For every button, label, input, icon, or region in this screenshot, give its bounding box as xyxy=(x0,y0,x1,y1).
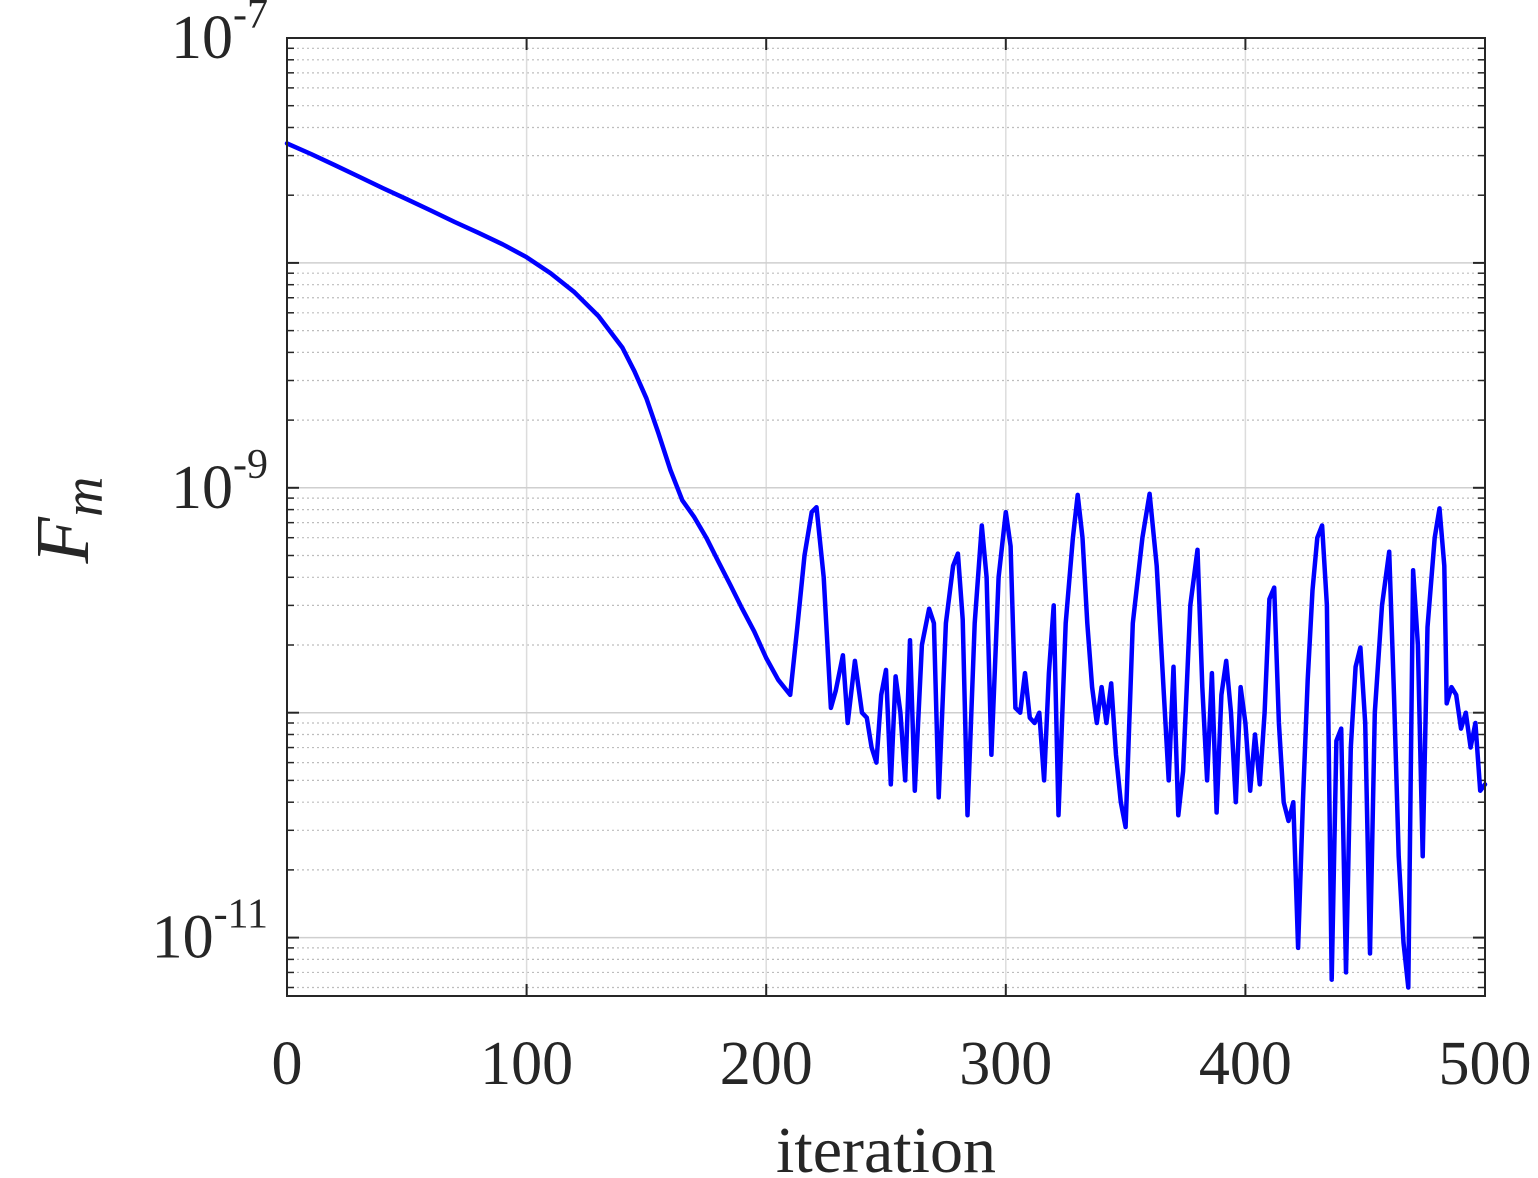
y-axis-title: Fm xyxy=(21,477,115,565)
x-tick-labels: 0 100 200 300 400 500 xyxy=(272,1030,1532,1098)
y-tick-label: 10-9 xyxy=(171,442,268,522)
tick-marks xyxy=(286,37,1486,996)
plot-frame xyxy=(286,37,1486,997)
x-axis-title: iteration xyxy=(776,1114,996,1178)
x-tick-label: 500 xyxy=(1439,1030,1532,1098)
y-tick-label: 10-11 xyxy=(152,892,268,972)
y-tick-label-base: 10 xyxy=(171,454,233,522)
y-tick-label: 10-7 xyxy=(171,0,268,72)
x-tick-label: 200 xyxy=(720,1030,813,1098)
svg-text:Fm: Fm xyxy=(21,477,115,565)
y-tick-label-exponent: -9 xyxy=(233,442,268,488)
x-tick-label: 0 xyxy=(272,1030,303,1098)
y-axis-title-subscript: m xyxy=(53,477,115,517)
y-tick-label-base: 10 xyxy=(152,904,214,972)
plot-area xyxy=(287,38,1485,996)
series-group xyxy=(284,141,1488,990)
y-tick-label-exponent: -7 xyxy=(233,0,268,38)
x-tick-label: 300 xyxy=(959,1030,1052,1098)
y-tick-label-exponent: -11 xyxy=(214,892,268,938)
y-axis-title-main: F xyxy=(21,515,105,564)
y-tick-label-base: 10 xyxy=(171,4,233,72)
x-tick-label: 100 xyxy=(480,1030,573,1098)
series-line xyxy=(284,141,1488,990)
x-tick-label: 400 xyxy=(1199,1030,1292,1098)
